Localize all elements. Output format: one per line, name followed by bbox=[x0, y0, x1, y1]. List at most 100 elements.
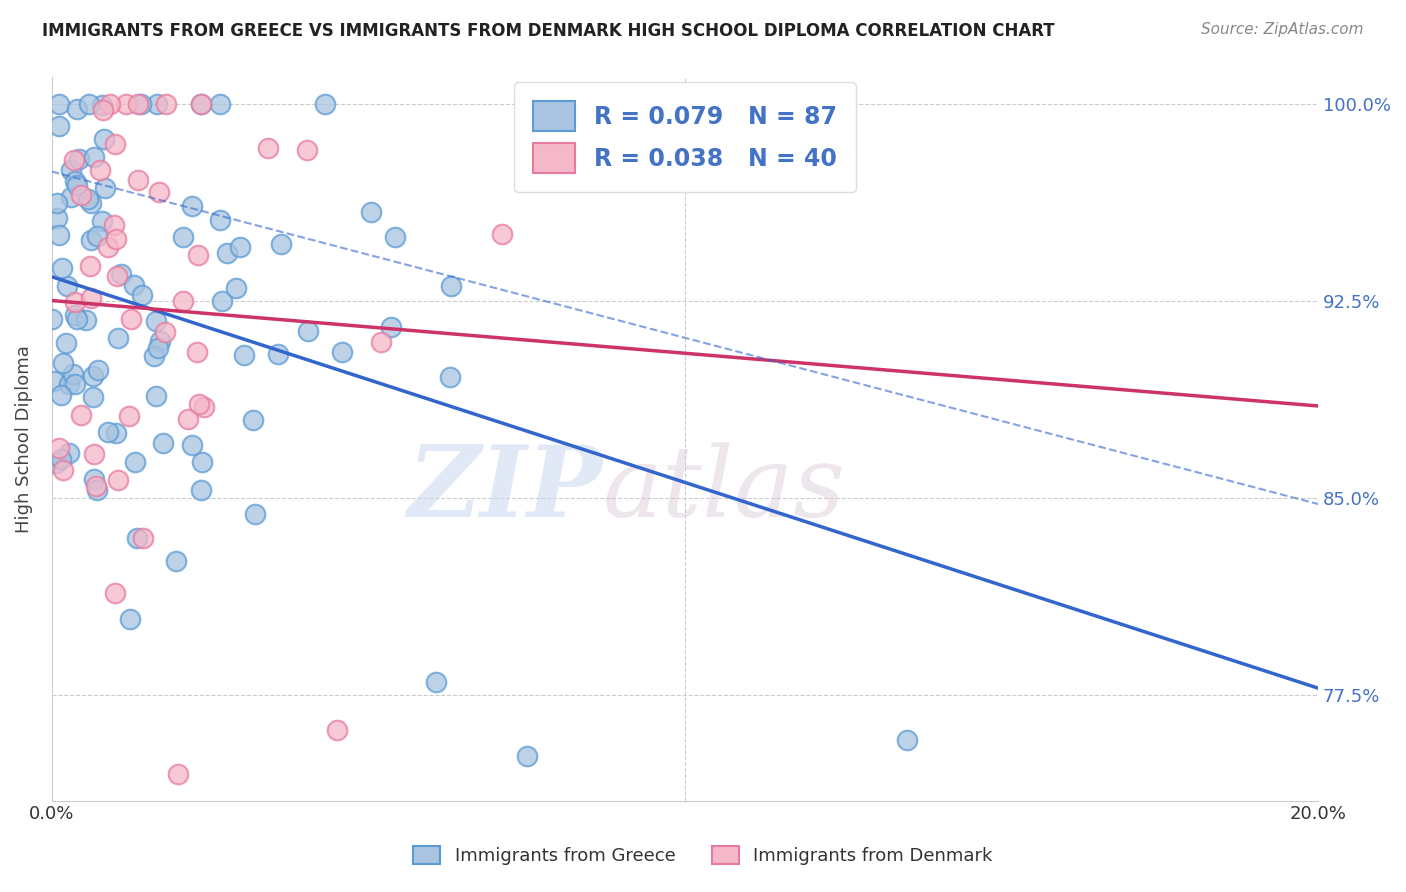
Point bbox=[167, 767, 190, 781]
Point bbox=[52, 356, 75, 370]
Point bbox=[104, 586, 127, 600]
Point bbox=[75, 312, 97, 326]
Point bbox=[131, 288, 153, 302]
Point bbox=[325, 723, 347, 737]
Point bbox=[48, 228, 70, 243]
Point bbox=[190, 483, 212, 497]
Point bbox=[94, 180, 117, 194]
Point bbox=[242, 413, 264, 427]
Point bbox=[63, 376, 86, 391]
Point bbox=[42, 374, 65, 388]
Point bbox=[256, 141, 278, 155]
Point bbox=[48, 96, 70, 111]
Point bbox=[89, 163, 111, 178]
Point bbox=[83, 150, 105, 164]
Point bbox=[62, 153, 84, 167]
Point bbox=[115, 96, 138, 111]
Point bbox=[127, 173, 149, 187]
Point bbox=[76, 192, 98, 206]
Point bbox=[297, 325, 319, 339]
Point bbox=[229, 240, 252, 254]
Point bbox=[180, 199, 202, 213]
Point bbox=[172, 293, 194, 308]
Point bbox=[105, 426, 128, 441]
Point bbox=[330, 345, 353, 359]
Point bbox=[91, 103, 114, 118]
Point bbox=[145, 96, 167, 111]
Point bbox=[45, 457, 67, 471]
Point bbox=[63, 308, 86, 322]
Point bbox=[82, 390, 104, 404]
Point bbox=[104, 137, 127, 152]
Point bbox=[516, 748, 538, 763]
Point bbox=[49, 387, 72, 401]
Point bbox=[86, 362, 108, 376]
Point bbox=[155, 325, 177, 339]
Point bbox=[66, 102, 89, 116]
Point bbox=[176, 412, 198, 426]
Point bbox=[97, 425, 120, 440]
Point bbox=[91, 213, 114, 227]
Point bbox=[93, 131, 115, 145]
Y-axis label: High School Diploma: High School Diploma bbox=[15, 345, 32, 533]
Point bbox=[380, 320, 402, 334]
Point bbox=[98, 96, 121, 111]
Point bbox=[314, 96, 336, 111]
Point bbox=[132, 531, 155, 545]
Point bbox=[209, 96, 232, 111]
Point bbox=[80, 291, 103, 305]
Point bbox=[83, 472, 105, 486]
Point bbox=[145, 313, 167, 327]
Point bbox=[63, 173, 86, 187]
Point bbox=[58, 376, 80, 391]
Point bbox=[60, 163, 83, 178]
Point bbox=[70, 409, 93, 423]
Point bbox=[491, 227, 513, 241]
Text: Source: ZipAtlas.com: Source: ZipAtlas.com bbox=[1201, 22, 1364, 37]
Point bbox=[55, 279, 77, 293]
Point bbox=[211, 294, 233, 309]
Legend: Immigrants from Greece, Immigrants from Denmark: Immigrants from Greece, Immigrants from … bbox=[405, 837, 1001, 874]
Point bbox=[152, 435, 174, 450]
Point bbox=[118, 409, 141, 423]
Point bbox=[46, 211, 69, 225]
Point bbox=[80, 233, 103, 247]
Point bbox=[79, 96, 101, 111]
Point bbox=[245, 507, 267, 521]
Point bbox=[165, 554, 187, 568]
Point bbox=[86, 483, 108, 498]
Point bbox=[48, 119, 70, 133]
Point bbox=[267, 347, 290, 361]
Point bbox=[190, 96, 212, 111]
Point bbox=[190, 96, 212, 111]
Point bbox=[360, 205, 382, 219]
Point bbox=[295, 143, 318, 157]
Point bbox=[425, 674, 447, 689]
Point bbox=[186, 344, 208, 359]
Point bbox=[65, 312, 87, 326]
Point bbox=[104, 232, 127, 246]
Point bbox=[51, 260, 73, 275]
Point bbox=[62, 367, 84, 381]
Point bbox=[225, 281, 247, 295]
Point bbox=[110, 267, 132, 281]
Point bbox=[67, 152, 90, 166]
Point bbox=[91, 97, 114, 112]
Text: ZIP: ZIP bbox=[408, 442, 603, 538]
Point bbox=[122, 277, 145, 292]
Point bbox=[55, 336, 77, 351]
Point bbox=[155, 96, 177, 111]
Point bbox=[127, 96, 149, 111]
Point bbox=[439, 369, 461, 384]
Point bbox=[208, 213, 231, 227]
Point bbox=[70, 187, 93, 202]
Legend: R = 0.079   N = 87, R = 0.038   N = 40: R = 0.079 N = 87, R = 0.038 N = 40 bbox=[513, 82, 856, 193]
Point bbox=[107, 473, 129, 487]
Point bbox=[187, 397, 209, 411]
Point bbox=[149, 334, 172, 348]
Point bbox=[187, 248, 209, 262]
Point bbox=[143, 349, 166, 363]
Point bbox=[181, 438, 204, 452]
Point bbox=[120, 312, 142, 326]
Point bbox=[97, 240, 120, 254]
